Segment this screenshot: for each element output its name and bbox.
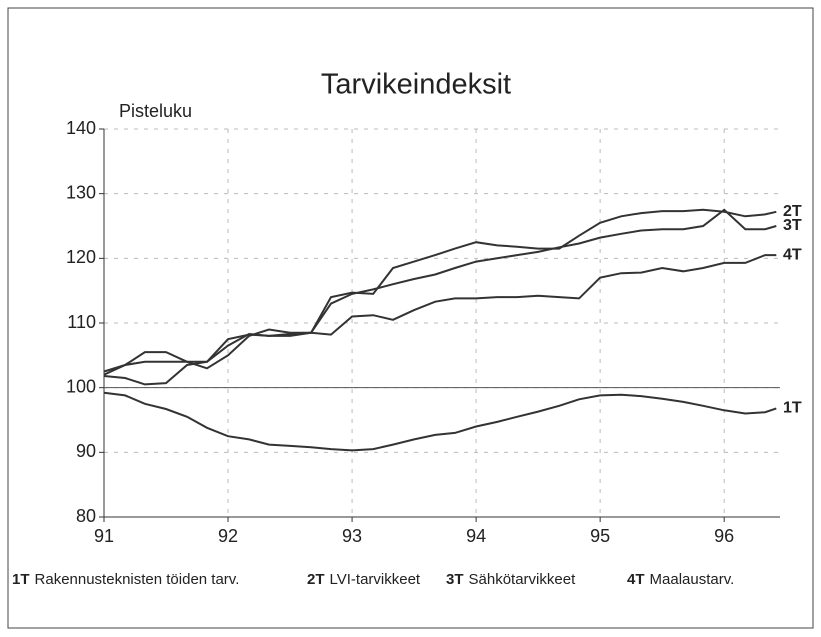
series-line [103, 208, 777, 376]
x-tick-label: 91 [94, 526, 114, 546]
legend-entry: 4T Maalaustarv. [627, 571, 734, 588]
series-end-label: 2T [783, 203, 802, 220]
legend-code: 3T [446, 571, 464, 588]
x-tick-label: 92 [218, 526, 238, 546]
x-tick-label: 95 [590, 526, 610, 546]
legend-entry: 3T Sähkötarvikkeet [446, 571, 576, 588]
y-axis-label: Pisteluku [119, 101, 192, 121]
x-tick-label: 96 [714, 526, 734, 546]
y-tick-label: 140 [66, 118, 96, 138]
x-tick-label: 94 [466, 526, 486, 546]
legend-entry: 2T LVI-tarvikkeet [307, 571, 421, 588]
legend-name: Rakennusteknisten töiden tarv. [35, 571, 240, 588]
chart-title: Tarvikeindeksit [321, 69, 511, 101]
legend-code: 2T [307, 571, 325, 588]
legend-name: Sähkötarvikkeet [469, 571, 577, 588]
y-tick-label: 100 [66, 376, 96, 396]
frame [7, 7, 814, 629]
series-line [103, 254, 777, 386]
legend-code: 1T [12, 571, 30, 588]
y-tick-label: 110 [67, 312, 96, 332]
series-end-label: 1T [783, 400, 802, 417]
y-tick-label: 130 [66, 182, 96, 202]
legend-name: Maalaustarv. [650, 571, 735, 588]
y-tick-label: 80 [76, 506, 96, 526]
series-end-label: 3T [783, 217, 802, 234]
y-tick-label: 90 [76, 441, 96, 461]
y-tick-label: 120 [66, 247, 96, 267]
series-line [103, 208, 777, 373]
x-tick-label: 93 [342, 526, 362, 546]
legend-name: LVI-tarvikkeet [330, 571, 421, 588]
legend-entry: 1T Rakennusteknisten töiden tarv. [12, 571, 239, 588]
legend-code: 4T [627, 571, 645, 588]
series-end-label: 4T [783, 246, 802, 263]
series-line [103, 391, 777, 452]
